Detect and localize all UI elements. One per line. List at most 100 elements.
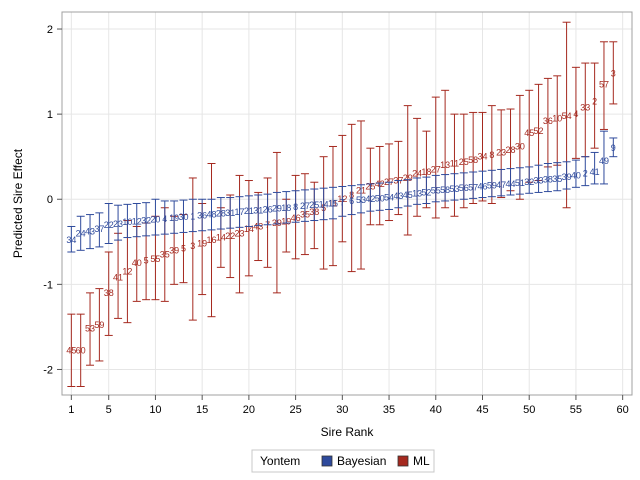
point-label: 22 (225, 231, 235, 241)
x-tick-label: 55 (570, 404, 582, 416)
point-label: 25 (309, 200, 319, 210)
point-label: 32 (141, 216, 151, 226)
point-label: 40 (132, 258, 142, 268)
point-label: 10 (122, 217, 132, 227)
legend: Yontem Bayesian ML (251, 449, 435, 473)
point-label: 23 (113, 219, 123, 229)
point-label: 2 (583, 169, 588, 179)
point-label: 14 (319, 199, 329, 209)
point-label: 46 (477, 181, 487, 191)
series-layer: 4560535938411240555353953191614222314437… (66, 21, 618, 387)
legend-label-ml: ML (413, 454, 430, 468)
point-label: 40 (571, 170, 581, 180)
point-label: 31 (253, 205, 263, 215)
legend-box (251, 449, 435, 473)
point-label: 51 (515, 178, 525, 188)
point-label: 17 (235, 207, 245, 217)
y-tick-label: -2 (43, 364, 53, 376)
point-label: 7 (340, 198, 345, 208)
point-label: 42 (365, 194, 375, 204)
legend-label-bayesian: Bayesian (337, 454, 386, 468)
point-label: 1 (190, 211, 195, 221)
point-label: 54 (562, 111, 572, 121)
point-label: 34 (477, 152, 487, 162)
point-label: 50 (375, 193, 385, 203)
x-tick-label: 20 (243, 404, 255, 416)
point-label: 19 (197, 239, 207, 249)
point-label: 37 (94, 224, 104, 234)
x-tick-label: 25 (289, 404, 301, 416)
point-label: 59 (487, 181, 497, 191)
x-tick-label: 40 (430, 404, 442, 416)
point-label: 49 (599, 156, 609, 166)
point-label: 14 (216, 233, 226, 243)
x-axis-title: Sire Rank (321, 425, 375, 439)
point-label: 3 (190, 241, 195, 251)
point-label: 36 (197, 210, 207, 220)
point-label: 26 (263, 204, 273, 214)
point-label: 53 (449, 184, 459, 194)
point-label: 30 (515, 141, 525, 151)
point-label: 18 (281, 203, 291, 213)
point-label: 4 (162, 214, 167, 224)
point-label: 25 (459, 157, 469, 167)
point-label: 52 (534, 126, 544, 136)
point-label: 55 (150, 254, 160, 264)
point-label: 29 (272, 204, 282, 214)
point-label: 58 (468, 155, 478, 165)
point-label: 12 (132, 216, 142, 226)
point-label: 23 (496, 147, 506, 157)
point-label: 3 (611, 68, 616, 78)
point-label: 21 (244, 206, 254, 216)
point-label: 12 (122, 267, 132, 277)
point-label: 20 (150, 215, 160, 225)
point-label: 9 (611, 143, 616, 153)
point-label: 18 (421, 167, 431, 177)
point-label: 22 (104, 220, 114, 230)
point-label: 33 (534, 176, 544, 186)
point-label: 27 (431, 164, 441, 174)
x-tick-label: 10 (149, 404, 161, 416)
legend-title: Yontem (260, 454, 300, 468)
point-label: 11 (450, 158, 459, 168)
point-label: 23 (235, 228, 245, 238)
legend-swatch-bayesian (321, 455, 333, 467)
x-tick-label: 45 (476, 404, 488, 416)
point-label: 45 (524, 128, 534, 138)
point-label: 45 (403, 190, 413, 200)
point-label: 5 (144, 256, 149, 266)
x-tick-label: 5 (106, 404, 112, 416)
x-tick-label: 60 (617, 404, 629, 416)
point-label: 8 (489, 150, 494, 160)
point-label: 38 (104, 288, 114, 298)
point-label: 60 (76, 346, 86, 356)
point-label: 29 (403, 173, 413, 183)
point-label: 24 (76, 228, 86, 238)
point-label: 38 (543, 175, 553, 185)
x-tick-label: 35 (383, 404, 395, 416)
point-label: 2 (592, 96, 597, 106)
point-label: 32 (524, 177, 534, 187)
point-label: 33 (580, 102, 590, 112)
point-label: 59 (94, 320, 104, 330)
point-label: 43 (253, 221, 263, 231)
point-label: 43 (393, 191, 403, 201)
y-tick-label: 1 (47, 109, 53, 121)
point-label: 28 (506, 145, 516, 155)
point-label: 27 (300, 201, 310, 211)
x-tick-label: 50 (523, 404, 535, 416)
point-label: 57 (468, 182, 478, 192)
point-label: 39 (562, 172, 572, 182)
point-label: 58 (440, 185, 450, 195)
point-label: 5 (181, 244, 186, 254)
point-label: 54 (384, 193, 394, 203)
plot-frame (61, 11, 633, 396)
point-label: 48 (207, 210, 217, 220)
point-label: 44 (506, 179, 516, 189)
point-label: 16 (207, 235, 217, 245)
point-label: 10 (552, 113, 562, 123)
